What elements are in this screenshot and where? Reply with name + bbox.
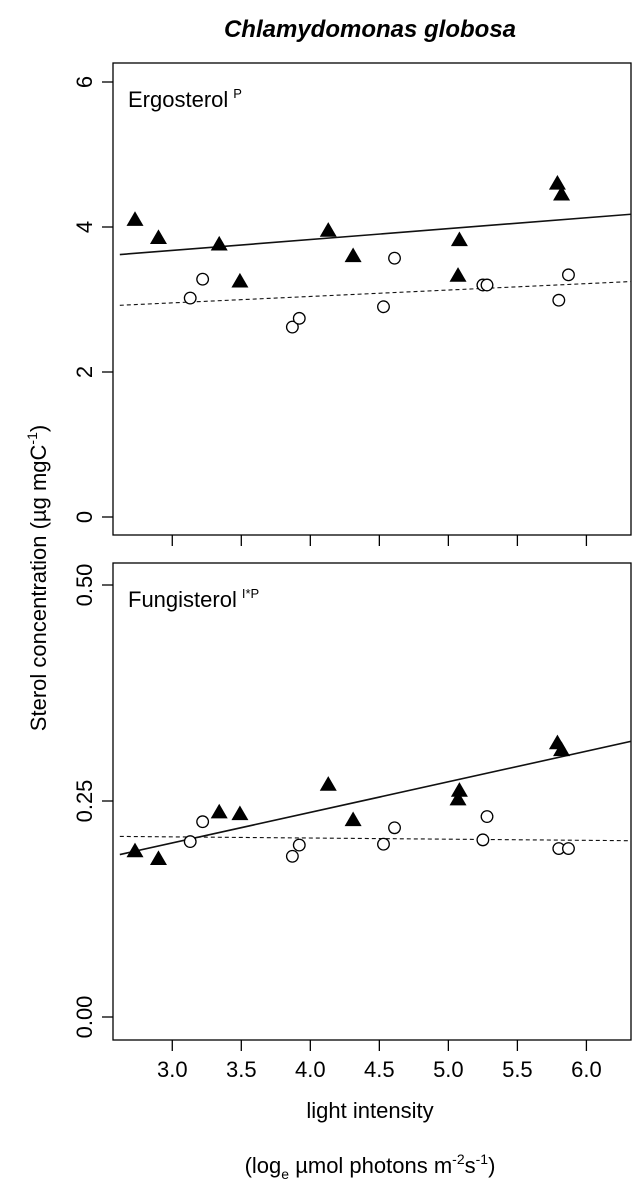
panel-ergosterol: 0 2 4 6 Ergosterol P: [72, 62, 632, 546]
data-point-triangle: [553, 741, 571, 757]
data-point-circle: [562, 268, 575, 282]
data-point-triangle: [210, 803, 228, 819]
x-units-sub: e: [281, 1166, 289, 1182]
panel-label-superscript: I*P: [242, 586, 259, 601]
data-point-triangle: [126, 211, 144, 226]
data-point-circle: [388, 821, 401, 835]
data-point-triangle: [450, 782, 468, 797]
panel-label-name: Fungisterol: [128, 587, 237, 612]
x-tick-label: 5.5: [502, 1057, 533, 1082]
x-tick-label: 4.0: [295, 1057, 326, 1082]
data-point-triangle: [149, 229, 167, 244]
plot-frame: [112, 62, 632, 536]
x-units-open: (log: [245, 1153, 282, 1178]
data-point-triangle: [553, 185, 571, 201]
data-point-circle: [292, 311, 306, 325]
y-tick-label: 0.00: [72, 996, 97, 1039]
panel-label-name: Ergosterol: [128, 87, 228, 112]
x-axis-units: (loge µmol photons m-2s-1): [245, 1151, 496, 1182]
y-tick-label: 0.50: [72, 564, 97, 607]
x-tick-label: 3.0: [157, 1057, 188, 1082]
y-tick-label: 0.25: [72, 780, 97, 823]
data-point-circle: [377, 300, 390, 314]
data-point-triangle: [344, 811, 362, 827]
y-tick-label: 2: [72, 366, 97, 378]
panel-label-superscript: P: [233, 86, 242, 101]
x-tick-label: 6.0: [571, 1057, 602, 1082]
data-point-triangle: [126, 842, 144, 858]
y-axis-title-main: Sterol concentration (µg mgC: [26, 444, 51, 731]
panel-fungisterol: 0.00 0.25 0.50 3.0 3.5 4.0 4.5 5.0 5.5 6.0 Fungist…: [72, 562, 632, 1082]
data-point-circle: [562, 842, 575, 855]
data-point-triangle: [449, 790, 467, 806]
x-units-sup2: -1: [476, 1151, 489, 1167]
x-axis-title: light intensity: [306, 1098, 433, 1123]
panel-label: Ergosterol P: [128, 86, 242, 112]
fit-line-solid: [119, 740, 631, 856]
data-point-triangle: [231, 272, 249, 288]
y-tick-label: 4: [72, 221, 97, 233]
data-point-circle: [183, 835, 197, 849]
data-point-triangle: [231, 805, 249, 821]
data-point-triangle: [149, 850, 167, 866]
data-point-circle: [285, 320, 299, 334]
x-units-mid: µmol photons m: [289, 1153, 452, 1178]
data-point-circle: [285, 849, 299, 863]
data-point-circle: [196, 272, 210, 286]
fit-line-solid: [119, 213, 631, 256]
y-tick-label: 0: [72, 511, 97, 523]
fit-line-dashed: [119, 835, 631, 842]
data-point-triangle: [319, 222, 337, 237]
figure-title: Chlamydomonas globosa: [224, 16, 516, 43]
data-point-triangle: [449, 267, 467, 282]
x-tick-label: 3.5: [226, 1057, 257, 1082]
data-point-triangle: [450, 231, 468, 247]
plot-frame: [112, 562, 632, 1041]
data-point-circle: [476, 833, 490, 847]
data-point-circle: [480, 810, 494, 824]
x-units-sup1: -2: [452, 1151, 465, 1167]
x-tick-label: 5.0: [433, 1057, 464, 1082]
x-tick-label: 4.5: [364, 1057, 395, 1082]
data-point-circle: [377, 837, 390, 851]
data-point-circle: [183, 291, 197, 305]
data-point-circle: [292, 838, 306, 852]
panel-label: Fungisterol I*P: [128, 586, 259, 612]
data-point-triangle: [319, 776, 337, 791]
data-point-triangle: [344, 247, 362, 263]
x-units-s: s: [465, 1153, 476, 1178]
data-point-triangle: [548, 175, 566, 190]
data-point-circle: [388, 251, 401, 265]
y-tick-label: 6: [72, 76, 97, 88]
data-point-circle: [552, 293, 566, 307]
data-point-circle: [196, 815, 210, 829]
data-point-triangle: [210, 235, 228, 251]
x-units-close: ): [488, 1153, 495, 1178]
y-axis-title-sup: -1: [24, 432, 40, 445]
data-point-circle: [480, 278, 494, 292]
fit-line-dashed: [119, 280, 631, 306]
y-axis-title-end: ): [26, 425, 51, 432]
y-axis-title: Sterol concentration (µg mgC-1): [24, 425, 51, 731]
